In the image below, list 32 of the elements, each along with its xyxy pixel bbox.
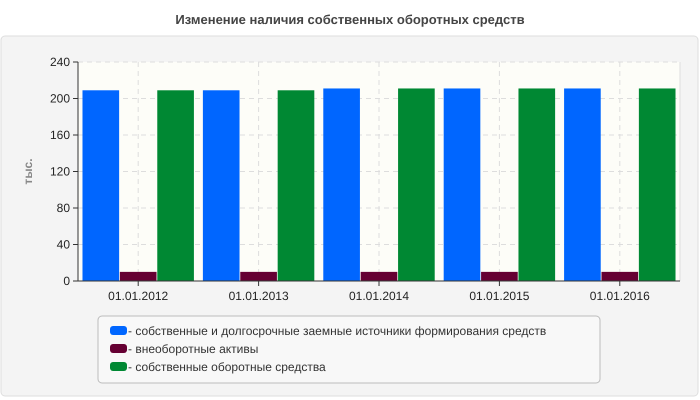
bar [120, 272, 157, 281]
bar [360, 272, 398, 281]
x-tick-label: 01.01.2013 [228, 289, 289, 303]
bar [323, 88, 360, 281]
bar [564, 88, 601, 281]
bar [444, 88, 480, 281]
bar [157, 90, 194, 281]
bar [638, 88, 676, 281]
y-tick-label: 40 [56, 238, 70, 252]
legend-label: - внеоборотные активы [128, 342, 258, 356]
bar [481, 272, 518, 281]
x-tick-label: 01.01.2015 [469, 289, 530, 303]
y-tick-label: 120 [50, 164, 70, 179]
y-tick-label: 80 [56, 201, 70, 216]
chart-title: Изменение наличия собственных оборотных средств [175, 12, 525, 27]
bar [398, 88, 435, 281]
y-tick-label: 240 [50, 55, 70, 70]
bar [82, 90, 120, 281]
x-tick-label: 01.01.2012 [108, 289, 169, 303]
bar [240, 272, 277, 281]
x-tick-label: 01.01.2016 [590, 289, 650, 303]
y-tick-label: 200 [50, 92, 70, 106]
bar [202, 90, 240, 281]
y-tick-label: 160 [50, 128, 70, 142]
y-axis-title: тыс. [21, 158, 35, 185]
x-tick-label: 01.01.2014 [348, 289, 410, 303]
bar [278, 90, 314, 281]
legend-label: - собственные оборотные средства [128, 360, 326, 374]
legend-label: - собственные и долгосрочные заемные источники формирования средств [128, 324, 546, 338]
y-tick-label: 0 [63, 274, 70, 288]
bar [518, 88, 556, 281]
bar [601, 272, 638, 281]
